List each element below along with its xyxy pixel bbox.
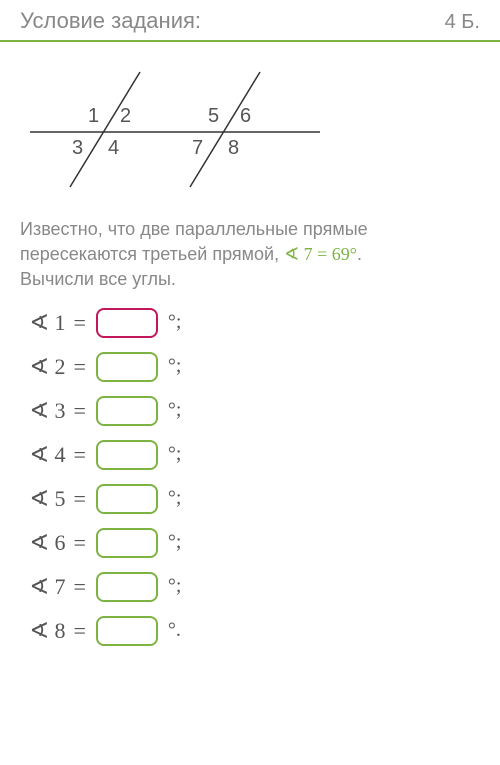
equals-sign: = [73, 442, 85, 468]
degree-punct: °. [168, 619, 181, 642]
answer-row: ∢2 = °; [30, 352, 470, 382]
angle-icon: ∢ [29, 398, 49, 424]
angle-number: 6 [54, 530, 65, 556]
angle-input[interactable] [96, 616, 158, 646]
problem-line2b: . [357, 244, 362, 264]
answer-row: ∢8 = °. [30, 616, 470, 646]
angle-input[interactable] [96, 308, 158, 338]
angle-input[interactable] [96, 352, 158, 382]
equals-sign: = [73, 486, 85, 512]
degree-punct: °; [168, 311, 182, 334]
degree-punct: °; [168, 487, 182, 510]
angle-icon: ∢ [29, 618, 49, 644]
svg-text:5: 5 [208, 105, 219, 127]
degree-punct: °; [168, 399, 182, 422]
angle-number: 4 [54, 442, 65, 468]
given-condition: ∢ 7 = 69° [284, 244, 357, 264]
degree-punct: °; [168, 575, 182, 598]
angle-input[interactable] [96, 528, 158, 558]
svg-text:7: 7 [192, 137, 203, 159]
angle-number: 1 [54, 310, 65, 336]
problem-statement: Известно, что две параллельные прямые пе… [0, 207, 500, 308]
problem-line3: Вычисли все углы. [20, 269, 176, 289]
angle-icon: ∢ [29, 310, 49, 336]
degree-punct: °; [168, 531, 182, 554]
degree-punct: °; [168, 355, 182, 378]
answer-row: ∢3 = °; [30, 396, 470, 426]
task-header: Условие задания: 4 Б. [0, 0, 500, 42]
svg-text:8: 8 [228, 137, 239, 159]
answer-row: ∢4 = °; [30, 440, 470, 470]
answer-row: ∢5 = °; [30, 484, 470, 514]
angle-input[interactable] [96, 572, 158, 602]
task-points: 4 Б. [445, 11, 480, 34]
equals-sign: = [73, 530, 85, 556]
equals-sign: = [73, 618, 85, 644]
angle-number: 5 [54, 486, 65, 512]
degree-punct: °; [168, 443, 182, 466]
svg-text:4: 4 [108, 137, 119, 159]
angle-number: 7 [54, 574, 65, 600]
angle-icon: ∢ [29, 486, 49, 512]
problem-line2a: пересекаются третьей прямой, [20, 244, 284, 264]
angle-input[interactable] [96, 440, 158, 470]
equals-sign: = [73, 574, 85, 600]
equals-sign: = [73, 398, 85, 424]
svg-text:1: 1 [88, 105, 99, 127]
angle-icon: ∢ [29, 442, 49, 468]
problem-line1: Известно, что две параллельные прямые [20, 219, 368, 239]
geometry-diagram: 12345678 [30, 62, 470, 192]
angle-icon: ∢ [29, 354, 49, 380]
angle-input[interactable] [96, 396, 158, 426]
svg-text:3: 3 [72, 137, 83, 159]
angle-number: 2 [54, 354, 65, 380]
svg-text:2: 2 [120, 105, 131, 127]
answer-row: ∢6 = °; [30, 528, 470, 558]
diagram-svg: 12345678 [30, 62, 330, 192]
angle-input[interactable] [96, 484, 158, 514]
task-title: Условие задания: [20, 8, 201, 34]
svg-text:6: 6 [240, 105, 251, 127]
angle-icon: ∢ [29, 530, 49, 556]
answers-list: ∢1=°;∢2=°;∢3=°;∢4=°;∢5=°;∢6=°;∢7=°;∢8=°. [0, 308, 500, 646]
angle-icon: ∢ [29, 574, 49, 600]
angle-number: 3 [54, 398, 65, 424]
answer-row: ∢7 = °; [30, 572, 470, 602]
equals-sign: = [73, 310, 85, 336]
angle-number: 8 [54, 618, 65, 644]
answer-row: ∢1 = °; [30, 308, 470, 338]
equals-sign: = [73, 354, 85, 380]
